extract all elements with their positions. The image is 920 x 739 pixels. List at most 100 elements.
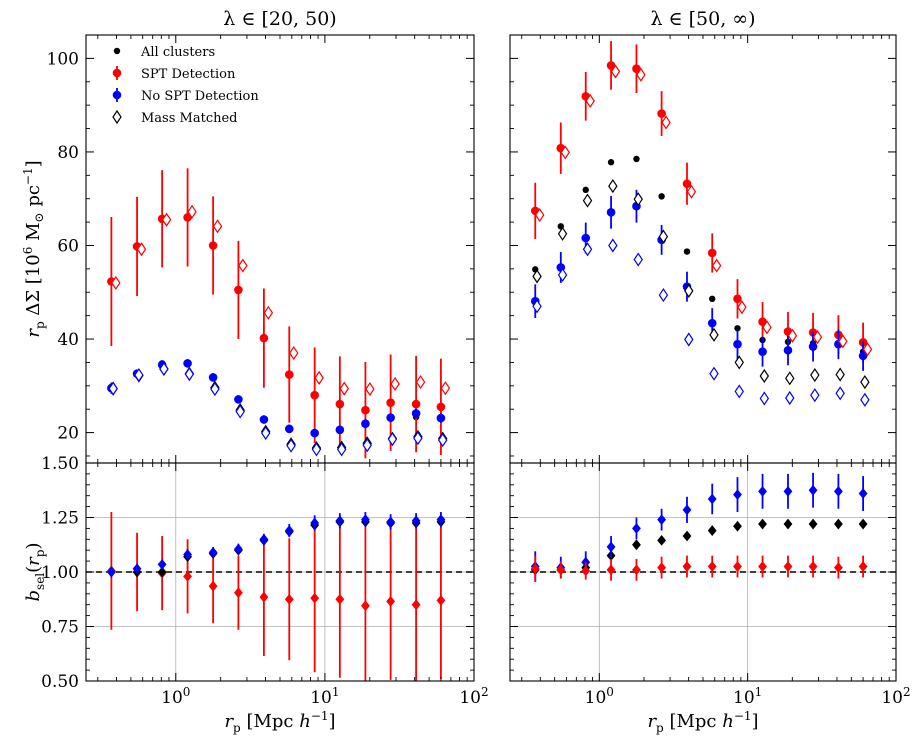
data-point — [636, 67, 646, 82]
data-point — [161, 212, 172, 227]
data-point — [633, 155, 640, 163]
series-all-clusters — [532, 155, 867, 355]
data-point — [758, 347, 767, 356]
y-tick-label: 1.00 — [41, 563, 79, 583]
data-point — [711, 258, 722, 273]
panel-right-top: λ ∈ [50, ∞) — [509, 8, 897, 464]
data-point — [808, 484, 818, 496]
legend-label: Mass Matched — [141, 111, 238, 126]
y-axis-title: bsel(rp) — [23, 543, 47, 602]
data-point — [234, 395, 243, 404]
x-axis-title: rp [Mpc h−1] — [647, 709, 758, 735]
legend-label: No SPT Detection — [141, 89, 259, 104]
data-point — [184, 367, 195, 382]
data-point — [208, 241, 218, 250]
x-tick-label: 102 — [459, 685, 488, 708]
x-tick-label: 101 — [310, 685, 339, 708]
data-point — [335, 593, 345, 605]
y-ticks — [510, 34, 896, 457]
data-point — [683, 248, 691, 255]
y-ticks — [510, 462, 896, 682]
y-tick-label: 1.25 — [41, 509, 79, 529]
data-point — [733, 520, 742, 532]
data-point — [437, 432, 448, 448]
data-layer — [107, 168, 451, 459]
data-point — [733, 489, 742, 501]
y-tick-label: 100 — [47, 49, 79, 69]
data-point — [658, 193, 665, 200]
y-tick-label: 0.50 — [41, 672, 79, 692]
data-point — [808, 342, 818, 351]
legend-label: SPT Detection — [141, 67, 236, 82]
data-point — [657, 514, 667, 526]
data-point — [187, 204, 197, 219]
legend-label: All clusters — [140, 45, 215, 60]
series-all-clusters — [106, 516, 446, 578]
data-point — [858, 518, 868, 530]
panel-title: λ ∈ [20, 50) — [223, 8, 336, 30]
data-point — [834, 485, 843, 497]
data-point — [530, 563, 540, 575]
data-point — [582, 242, 593, 257]
data-point — [413, 431, 423, 446]
data-point — [108, 381, 118, 396]
data-point — [310, 517, 320, 529]
data-point — [411, 409, 421, 418]
data-point — [106, 566, 116, 578]
y-tick-label: 80 — [57, 143, 79, 163]
y-tick-label: 20 — [57, 424, 79, 444]
data-point — [810, 367, 820, 383]
panel-left-bottom: 0.50 0.75 1.00 1.25 1.50 100 101 102 rp [Mpc h−1… — [23, 454, 489, 735]
data-point — [557, 267, 568, 283]
data-point — [632, 564, 641, 576]
data-point — [532, 269, 542, 284]
data-point — [661, 115, 671, 130]
data-point — [263, 305, 274, 320]
data-point — [838, 334, 848, 349]
data-point — [758, 485, 767, 497]
series-spt-detection — [530, 555, 868, 582]
y-ticks — [86, 34, 474, 457]
data-point — [858, 351, 868, 361]
data-point — [212, 219, 223, 234]
data-point — [581, 565, 591, 577]
data-point — [560, 145, 570, 160]
data-point — [686, 184, 697, 199]
data-point — [658, 287, 669, 303]
series-no-spt-detection-mass-matched — [532, 238, 870, 407]
data-point — [783, 485, 793, 497]
data-point — [812, 330, 823, 345]
series-spt-detection-mass-matched — [534, 64, 873, 357]
data-point — [208, 546, 218, 558]
data-point — [860, 392, 870, 407]
data-point — [210, 382, 220, 397]
data-point — [390, 376, 400, 392]
legend-marker — [112, 68, 122, 78]
data-point — [657, 562, 667, 574]
data-point — [606, 61, 616, 70]
series-spt-detection — [106, 512, 446, 681]
data-point — [759, 368, 770, 384]
data-point — [585, 93, 595, 109]
data-point — [233, 543, 243, 555]
data-point — [208, 373, 218, 382]
legend-marker — [112, 109, 122, 125]
data-point — [606, 564, 616, 576]
data-point — [709, 366, 719, 381]
data-point — [314, 370, 324, 385]
data-point — [734, 384, 744, 399]
data-point — [259, 533, 269, 545]
x-tick-label: 101 — [733, 685, 762, 708]
data-point — [361, 405, 370, 415]
data-point — [709, 327, 719, 342]
series-no-spt-detection — [530, 472, 868, 582]
data-point — [386, 398, 395, 407]
data-point — [581, 233, 591, 243]
data-point — [733, 339, 742, 349]
legend-item-no-spt-detection: No SPT Detection — [112, 88, 259, 104]
y-ticks — [86, 462, 474, 682]
data-point — [289, 345, 299, 361]
data-point — [633, 192, 643, 207]
data-point — [608, 179, 618, 194]
